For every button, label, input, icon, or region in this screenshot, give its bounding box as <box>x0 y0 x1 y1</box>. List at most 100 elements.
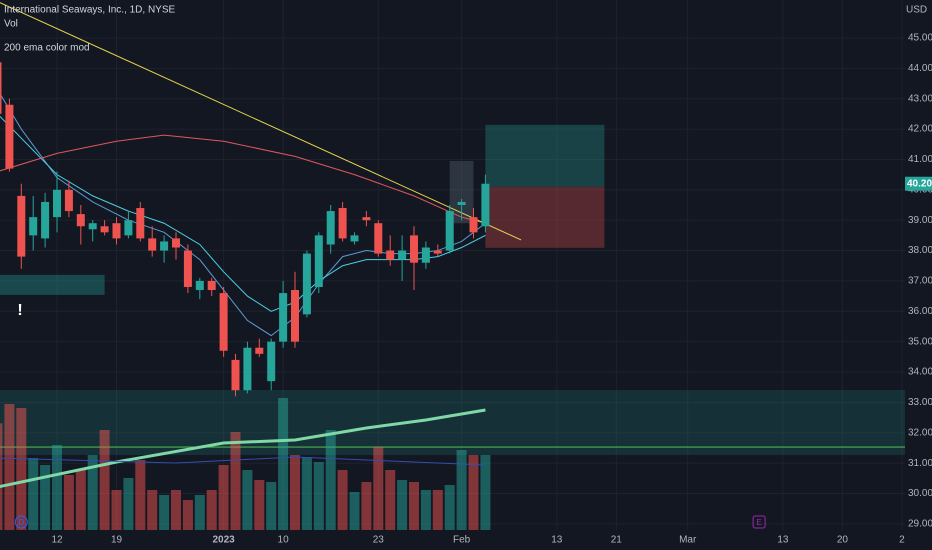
candle-body <box>172 238 181 248</box>
volume-bar <box>4 404 15 530</box>
x-tick-label: 21 <box>611 535 623 546</box>
x-tick-label: 23 <box>373 535 385 546</box>
y-tick-label: 42.00 <box>908 124 932 135</box>
y-tick-label: 45.00 <box>908 33 932 44</box>
y-tick-label: 44.00 <box>908 63 932 74</box>
indicator-line <box>0 2 522 241</box>
candle-body <box>53 189 62 218</box>
volume-bar <box>111 490 122 530</box>
volume-bar <box>409 482 420 530</box>
candle-body <box>433 250 442 254</box>
volume-bar <box>123 478 134 530</box>
volume-bar <box>218 465 229 530</box>
zone <box>485 186 605 248</box>
candle-body <box>0 62 2 114</box>
volume-bar <box>432 490 443 530</box>
indicator-line <box>0 92 486 337</box>
last-price-label: 40.20 <box>907 178 932 189</box>
volume-bar <box>361 482 372 530</box>
candle-body <box>41 201 50 239</box>
y-tick-label: 32.00 <box>908 427 932 438</box>
last-price-tag <box>905 176 932 191</box>
candle-body <box>374 223 383 254</box>
candle-body <box>100 226 109 233</box>
volume-bar <box>194 495 205 530</box>
volume-bar <box>397 480 408 530</box>
y-tick-label: 29.00 <box>908 519 932 530</box>
candle-body <box>398 250 407 260</box>
volume-bar <box>468 455 479 530</box>
volume-bar <box>313 462 324 530</box>
volume-bar <box>206 490 217 530</box>
y-tick-label: 41.00 <box>908 154 932 165</box>
candle-body <box>326 211 335 245</box>
volume-bar <box>135 460 146 530</box>
candle-body <box>410 235 419 263</box>
volume-bar <box>349 492 360 530</box>
candle-body <box>207 280 216 291</box>
candle-body <box>29 217 38 236</box>
volume-bar <box>456 450 467 530</box>
candle-body <box>279 293 288 342</box>
volume-bar <box>480 455 491 530</box>
volume-bar <box>63 475 74 530</box>
indicator-line <box>0 134 486 224</box>
candle-body <box>17 195 26 257</box>
x-tick-label: 12 <box>51 535 63 546</box>
y-tick-label: 31.00 <box>908 458 932 469</box>
volume-bar <box>290 455 301 530</box>
candle-body <box>136 208 145 239</box>
x-tick-label: Mar <box>679 535 697 546</box>
x-tick-label: Feb <box>453 535 471 546</box>
candle-body <box>255 347 264 354</box>
candle-body <box>481 183 490 227</box>
candle-body <box>231 359 240 391</box>
x-tick-label: 2023 <box>212 535 235 546</box>
indicator-label: 200 ema color mod <box>4 43 90 54</box>
candle-body <box>469 217 478 233</box>
y-tick-label: 38.00 <box>908 245 932 256</box>
event-icon <box>14 515 28 529</box>
candle-body <box>421 247 430 263</box>
candle-body <box>183 250 192 287</box>
candle-body <box>243 347 252 391</box>
volume-bar <box>420 490 431 530</box>
y-tick-label: 37.00 <box>908 276 932 287</box>
volume-bar <box>301 457 312 530</box>
candle-body <box>350 235 359 242</box>
y-tick-label: 36.00 <box>908 306 932 317</box>
chart-title: International Seaways, Inc., 1D, NYSE <box>4 5 176 16</box>
x-tick-label: 13 <box>777 535 789 546</box>
candle-body <box>219 293 228 351</box>
alert-icon: ! <box>17 302 22 319</box>
volume-bar <box>242 470 253 530</box>
volume-ma-line <box>0 408 486 489</box>
volume-ma-line <box>0 456 486 466</box>
x-tick-label: 2 <box>899 535 905 546</box>
candle-body <box>314 235 323 287</box>
volume-bar <box>337 470 348 530</box>
event-label: D <box>18 518 24 527</box>
volume-bar <box>40 465 51 530</box>
volume-bar <box>373 447 384 530</box>
candle-body <box>445 211 454 251</box>
y-tick-label: 34.00 <box>908 367 932 378</box>
volume-bar <box>266 482 277 530</box>
volume-bar <box>87 455 98 530</box>
candle-body <box>124 220 133 236</box>
volume-bar <box>254 480 265 530</box>
zone <box>449 160 474 224</box>
candle-body <box>160 241 169 251</box>
candle-body <box>148 238 157 251</box>
volume-bar <box>182 500 193 530</box>
volume-bar <box>171 490 182 530</box>
volume-bar <box>444 485 455 530</box>
y-tick-label: 43.00 <box>908 93 932 104</box>
candle-body <box>386 250 395 260</box>
y-tick-label: 35.00 <box>908 336 932 347</box>
candle-body <box>112 223 121 239</box>
candle-body <box>291 290 300 342</box>
volume-bar <box>28 458 39 530</box>
candle-body <box>267 341 276 382</box>
